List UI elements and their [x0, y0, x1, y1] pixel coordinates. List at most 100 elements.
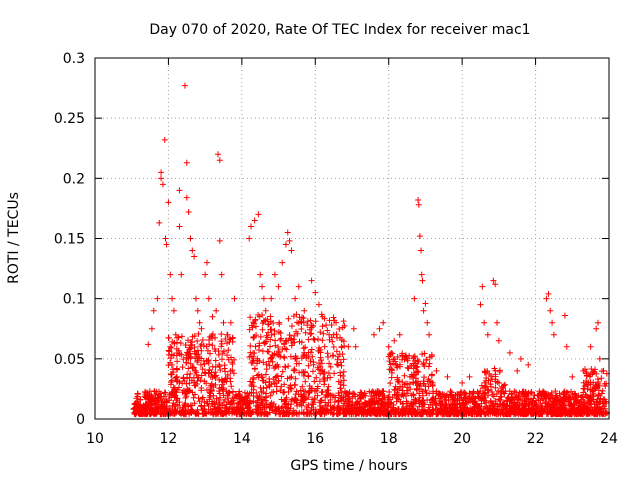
data-point-cloud: [403, 354, 410, 361]
data-point: [415, 196, 422, 203]
data-point-cloud: [262, 393, 269, 400]
data-point-cloud: [198, 403, 205, 410]
data-point-cloud: [247, 342, 254, 349]
data-point-cloud: [586, 373, 593, 380]
data-point-cloud: [340, 318, 347, 325]
data-point-cloud: [582, 391, 589, 398]
data-point-cloud: [300, 345, 307, 352]
data-point: [376, 325, 383, 332]
data-point-cloud: [414, 357, 421, 364]
data-point: [176, 187, 183, 194]
data-point-cloud: [189, 407, 196, 414]
data-point-cloud: [209, 400, 216, 407]
data-point-cloud: [403, 387, 410, 394]
data-point-cloud: [482, 410, 489, 417]
data-point: [380, 319, 387, 326]
data-point-cloud: [207, 387, 214, 394]
data-point: [506, 349, 513, 356]
data-point-cloud: [311, 336, 318, 343]
data-point-cloud: [399, 401, 406, 408]
data-point-cloud: [192, 382, 199, 389]
data-point-cloud: [174, 395, 181, 402]
data-point-cloud: [279, 410, 286, 417]
x-tick-label: 20: [453, 431, 471, 447]
data-point-cloud: [404, 357, 411, 364]
data-point-cloud: [263, 338, 270, 345]
data-point-cloud: [316, 378, 323, 385]
data-point-cloud: [284, 404, 291, 411]
data-point-cloud: [192, 410, 199, 417]
data-point-cloud: [423, 356, 430, 363]
y-tick-label: 0.1: [63, 292, 85, 308]
y-axis-label: ROTI / TECUs: [6, 192, 22, 284]
data-point-cloud: [469, 407, 476, 414]
data-point-cloud: [599, 387, 606, 394]
data-point: [563, 343, 570, 350]
data-point-cloud: [333, 348, 340, 355]
data-point-cloud: [151, 388, 158, 395]
data-point-cloud: [456, 401, 463, 408]
data-point-cloud: [426, 354, 433, 361]
data-point-cloud: [292, 391, 299, 398]
data-point-cloud: [246, 354, 253, 361]
data-point-cloud: [288, 385, 295, 392]
data-point-cloud: [285, 315, 292, 322]
data-point-cloud: [275, 404, 282, 411]
data-point-cloud: [509, 390, 516, 397]
data-point-cloud: [253, 360, 260, 367]
data-point-cloud: [485, 377, 492, 384]
data-point-cloud: [346, 398, 353, 405]
data-point-cloud: [270, 388, 277, 395]
data-point-cloud: [462, 395, 469, 402]
data-point-cloud: [562, 411, 569, 418]
data-point-cloud: [247, 410, 254, 417]
data-point-cloud: [334, 334, 341, 341]
data-point-cloud: [305, 336, 312, 343]
data-point-cloud: [284, 375, 291, 382]
data-point-cloud: [351, 391, 358, 398]
data-point-cloud: [162, 389, 169, 396]
data-point-cloud: [428, 409, 435, 416]
data-point-cloud: [522, 403, 529, 410]
data-point-cloud: [176, 350, 183, 357]
data-point-cloud: [337, 381, 344, 388]
data-point-cloud: [435, 406, 442, 413]
data-point-cloud: [307, 331, 314, 338]
data-point-cloud: [567, 395, 574, 402]
data-point-cloud: [536, 388, 543, 395]
data-point-cloud: [433, 401, 440, 408]
data-point-cloud: [380, 388, 387, 395]
data-point-cloud: [484, 368, 491, 375]
data-point-cloud: [546, 394, 553, 401]
data-point-cloud: [183, 359, 190, 366]
data-point-cloud: [144, 410, 151, 417]
data-point-cloud: [518, 400, 525, 407]
data-point: [216, 157, 223, 164]
data-point-cloud: [193, 409, 200, 416]
data-point-cloud: [165, 334, 172, 341]
data-point-cloud: [313, 374, 320, 381]
data-point-cloud: [530, 405, 537, 412]
data-point-cloud: [577, 393, 584, 400]
data-point-cloud: [553, 398, 560, 405]
data-point-cloud: [441, 397, 448, 404]
data-point-cloud: [230, 370, 237, 377]
data-point-cloud: [176, 399, 183, 406]
data-point-cloud: [496, 367, 503, 374]
data-point-cloud: [308, 324, 315, 331]
data-point-cloud: [392, 387, 399, 394]
data-point-cloud: [247, 349, 254, 356]
data-point-cloud: [361, 392, 368, 399]
data-point-cloud: [302, 329, 309, 336]
data-point-cloud: [160, 405, 167, 412]
data-point-cloud: [217, 366, 224, 373]
data-point-cloud: [275, 329, 282, 336]
data-point-cloud: [306, 383, 313, 390]
data-point-cloud: [194, 359, 201, 366]
data-point-cloud: [208, 388, 215, 395]
data-point: [187, 235, 194, 242]
data-point-cloud: [330, 411, 337, 418]
data-point-cloud: [408, 362, 415, 369]
data-point-cloud: [272, 363, 279, 370]
data-point-cloud: [260, 359, 267, 366]
